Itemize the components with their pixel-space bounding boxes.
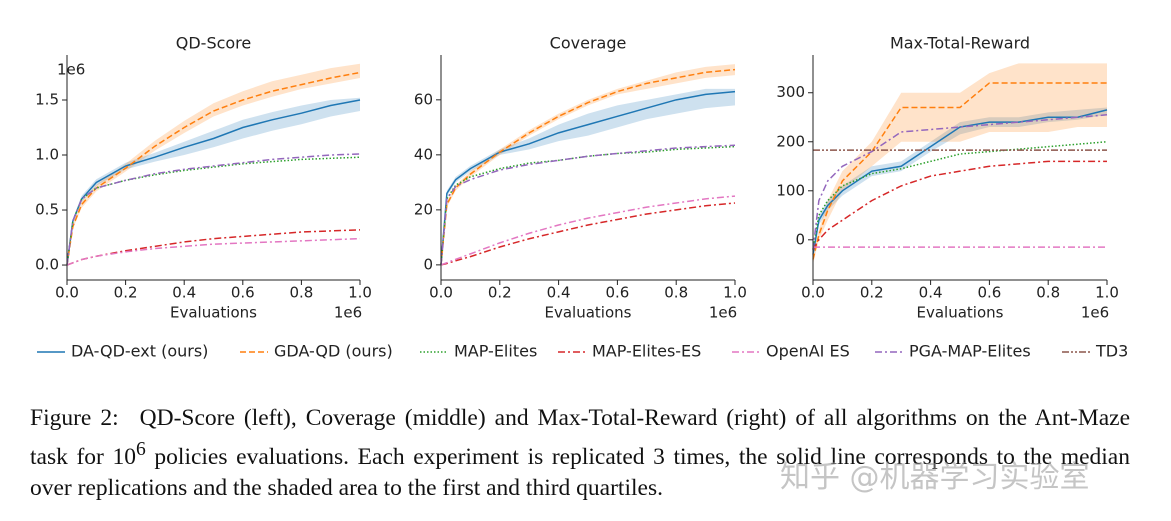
x-tick-label: 0.0 <box>429 284 453 302</box>
x-tick-label: 0.2 <box>860 284 884 302</box>
legend-label: PGA-MAP-Elites <box>909 342 1031 361</box>
quartile-band <box>813 63 1107 265</box>
x-tick-label: 0.6 <box>977 284 1001 302</box>
x-tick-label: 0.8 <box>289 284 313 302</box>
series-line: GDA-QD (ours) <box>440 68 736 265</box>
x-tick-label: 0.4 <box>172 284 196 302</box>
series-line: PGA-MAP-Elites <box>66 153 361 266</box>
x-offset-label: 1e6 <box>334 304 362 322</box>
series-line: PGA-MAP-Elites <box>440 144 736 265</box>
y-tick-label: 100 <box>776 181 805 199</box>
series-line: DA-QD-ext (ours) <box>66 99 361 266</box>
x-tick-label: 1.0 <box>723 284 747 302</box>
legend-label: OpenAI ES <box>766 342 850 361</box>
x-tick-label: 1.0 <box>1095 284 1119 302</box>
x-offset-label: 1e6 <box>1081 304 1109 322</box>
caption-label: Figure 2: <box>30 405 119 431</box>
x-tick-label: 0.0 <box>55 284 79 302</box>
x-tick-label: 1.0 <box>348 284 372 302</box>
x-axis-label: Evaluations <box>545 304 632 322</box>
series-line: PGA-MAP-Elites <box>812 114 1108 250</box>
y-tick-label: 0.0 <box>35 256 59 274</box>
series-line: MAP-Elites <box>440 145 736 265</box>
caption-text: policies evaluations. Each experiment is… <box>30 443 1130 501</box>
x-tick-label: 0.8 <box>664 284 688 302</box>
quartile-band <box>67 63 360 266</box>
chart-title: QD-Score <box>176 34 252 53</box>
x-axis-label: Evaluations <box>917 304 1004 322</box>
caption-text: QD-Score (left), Coverage (middle) and M… <box>30 405 1131 470</box>
x-tick-label: 0.8 <box>1036 284 1060 302</box>
series-line: GDA-QD (ours) <box>812 82 1107 260</box>
series-line: DA-QD-ext (ours) <box>812 109 1108 255</box>
series-line: MAP-Elites-ES <box>812 160 1107 250</box>
y-tick-label: 200 <box>776 132 805 150</box>
y-tick-label: 40 <box>414 145 433 163</box>
legend-label: MAP-Elites-ES <box>592 342 701 361</box>
series-line: MAP-Elites-ES <box>66 229 361 266</box>
series-line: GDA-QD (ours) <box>66 71 361 266</box>
x-tick-label: 0.2 <box>114 284 138 302</box>
quartile-band <box>441 88 735 265</box>
quartile-band <box>67 97 360 266</box>
x-offset-label: 1e6 <box>709 304 737 322</box>
x-axis-label: Evaluations <box>170 304 257 322</box>
y-tick-label: 1.0 <box>35 146 59 164</box>
chart-title: Max-Total-Reward <box>890 34 1030 53</box>
series-line: MAP-Elites <box>812 141 1108 250</box>
series-line: MAP-Elites <box>66 156 361 266</box>
y-tick-label: 20 <box>414 200 433 218</box>
x-tick-label: 0.4 <box>547 284 571 302</box>
series-line: MAP-Elites-ES <box>440 202 736 266</box>
caption: Figure 2: QD-Score (left), Coverage (mid… <box>30 403 1130 504</box>
x-tick-label: 0.2 <box>488 284 512 302</box>
y-offset-label: 1e6 <box>57 61 85 79</box>
legend-label: GDA-QD (ours) <box>274 342 393 361</box>
x-tick-label: 0.0 <box>801 284 825 302</box>
caption-sup: 6 <box>136 439 146 460</box>
legend-label: DA-QD-ext (ours) <box>71 342 208 361</box>
chart-title: Coverage <box>550 34 627 53</box>
y-tick-label: 0 <box>423 255 433 273</box>
y-tick-label: 300 <box>776 83 805 101</box>
y-tick-label: 0 <box>795 230 805 248</box>
watermark: 知乎 @机器学习实验室 <box>780 460 1090 495</box>
series-line: OpenAI ES <box>66 237 361 266</box>
quartile-band <box>441 64 735 265</box>
x-tick-label: 0.6 <box>605 284 629 302</box>
x-tick-label: 0.6 <box>231 284 255 302</box>
series-line: OpenAI ES <box>440 195 736 266</box>
y-tick-label: 60 <box>414 90 433 108</box>
legend-label: TD3 <box>1095 342 1128 361</box>
y-tick-label: 0.5 <box>35 201 59 219</box>
series-line: DA-QD-ext (ours) <box>440 90 736 265</box>
x-tick-label: 0.4 <box>919 284 943 302</box>
y-tick-label: 1.5 <box>35 91 59 109</box>
legend-label: MAP-Elites <box>454 342 537 361</box>
